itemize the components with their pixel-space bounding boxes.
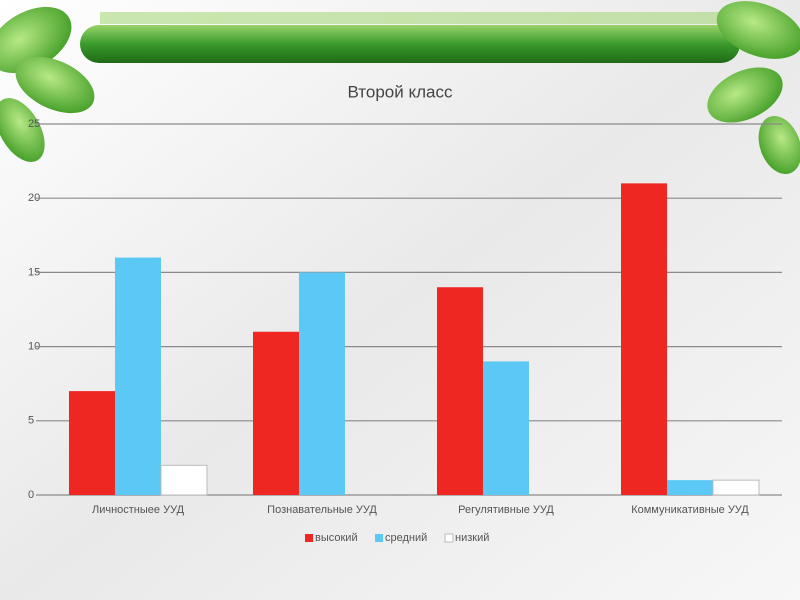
y-tick-label: 25: [28, 118, 40, 130]
grass: [100, 12, 720, 24]
leaves-left: [0, 6, 95, 162]
leaves-right: [707, 1, 800, 175]
header-bar: [80, 25, 740, 63]
legend-label: низкий: [455, 532, 489, 544]
y-tick-label: 10: [28, 341, 40, 353]
chart-title: Второй класс: [348, 82, 453, 101]
legend-swatch: [305, 534, 313, 542]
legend-swatch: [444, 533, 454, 543]
y-tick-label: 5: [28, 415, 34, 427]
bar: [483, 361, 529, 495]
bar: [437, 287, 483, 495]
bar: [667, 480, 713, 495]
legend-swatch: [375, 534, 383, 542]
bar: [253, 331, 299, 495]
bar: [621, 183, 667, 496]
bar: [160, 464, 208, 496]
legend-label: средний: [385, 532, 427, 544]
x-tick-label: Личностныее УУД: [92, 504, 185, 516]
y-tick-label: 0: [28, 489, 34, 501]
x-tick-label: Регулятивные УУД: [458, 504, 554, 516]
bar: [69, 391, 115, 495]
bar: [712, 479, 760, 496]
legend-label: высокий: [315, 532, 358, 544]
bar: [115, 257, 161, 495]
y-tick-label: 20: [28, 192, 40, 204]
x-tick-label: Познавательные УУД: [267, 504, 377, 516]
y-tick-label: 15: [28, 266, 40, 278]
x-tick-label: Коммуникативные УУД: [631, 504, 749, 516]
bar: [299, 272, 345, 495]
